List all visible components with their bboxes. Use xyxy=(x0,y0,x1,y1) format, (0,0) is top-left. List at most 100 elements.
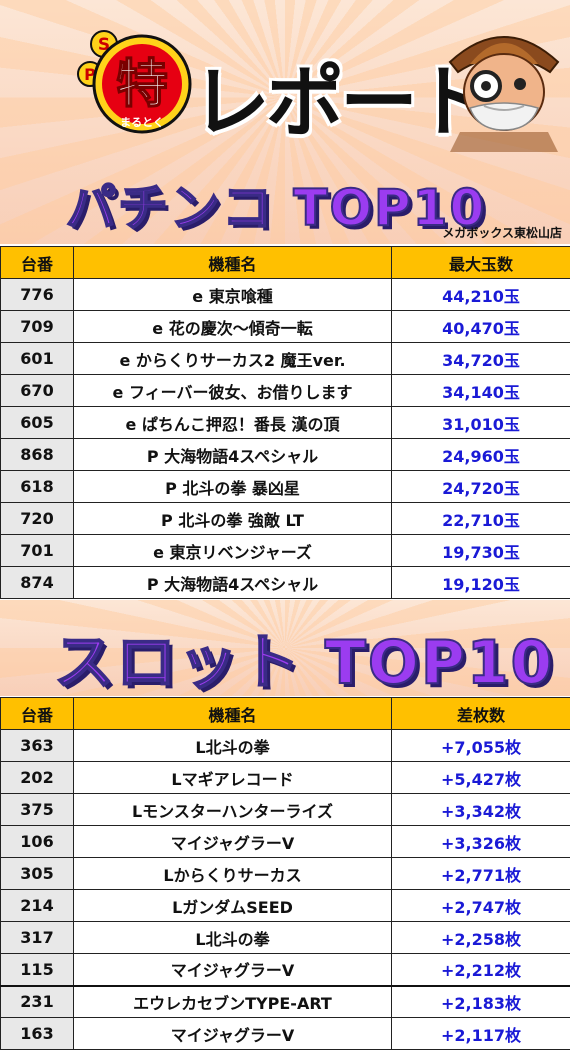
machine-number: 720 xyxy=(0,502,74,535)
machine-name: L北斗の拳 xyxy=(73,921,392,954)
machine-name: e からくりサーカス2 魔王ver. xyxy=(73,342,392,375)
result-value: +5,427枚 xyxy=(391,761,570,794)
result-value: +2,771枚 xyxy=(391,857,570,890)
result-value: +2,183枚 xyxy=(391,984,570,1018)
result-value: 40,470玉 xyxy=(391,310,570,343)
detective-mascot-icon xyxy=(448,36,560,152)
machine-number: 317 xyxy=(0,921,74,954)
header-machine-name: 機種名 xyxy=(73,697,392,730)
machine-number: 605 xyxy=(0,406,74,439)
header-machine-number: 台番 xyxy=(0,246,74,279)
result-value: 34,720玉 xyxy=(391,342,570,375)
machine-number: 231 xyxy=(0,984,74,1018)
machine-name: e フィーバー彼女、お借りします xyxy=(73,374,392,407)
machine-number: 202 xyxy=(0,761,74,794)
table-row: 375 Lモンスターハンターライズ +3,342枚 xyxy=(0,793,570,826)
machine-number: 163 xyxy=(0,1017,74,1050)
result-value: +3,342枚 xyxy=(391,793,570,826)
table-row: 868 P 大海物語4スペシャル 24,960玉 xyxy=(0,438,570,471)
table-row: 709 e 花の慶次～傾奇一転 40,470玉 xyxy=(0,310,570,343)
machine-name: P 北斗の拳 暴凶星 xyxy=(73,470,392,503)
slot-ranking-table: 台番 機種名 差枚数 363 L北斗の拳 +7,055枚 202 Lマギアレコード +5,… xyxy=(0,697,570,1050)
maru-toku-logo: S P 特 まるとく xyxy=(77,30,192,134)
result-value: 34,140玉 xyxy=(391,374,570,407)
badge-main: 特 xyxy=(116,55,168,115)
table-header-row: 台番 機種名 差枚数 xyxy=(0,697,570,730)
result-value: +2,117枚 xyxy=(391,1017,570,1050)
machine-number: 618 xyxy=(0,470,74,503)
machine-number: 701 xyxy=(0,534,74,567)
result-value: +2,747枚 xyxy=(391,889,570,922)
machine-name: Lからくりサーカス xyxy=(73,857,392,890)
machine-number: 670 xyxy=(0,374,74,407)
result-value: 24,720玉 xyxy=(391,470,570,503)
machine-name: e ぱちんこ押忍！番長 漢の頂 xyxy=(73,406,392,439)
table-row: 670 e フィーバー彼女、お借りします 34,140玉 xyxy=(0,374,570,407)
machine-name: L北斗の拳 xyxy=(73,729,392,762)
result-value: +2,258枚 xyxy=(391,921,570,954)
result-value: +3,326枚 xyxy=(391,825,570,858)
machine-name: LガンダムSEED xyxy=(73,889,392,922)
table-row: 214 LガンダムSEED +2,747枚 xyxy=(0,889,570,922)
table-row: 106 マイジャグラーV +3,326枚 xyxy=(0,825,570,858)
result-value: 31,010玉 xyxy=(391,406,570,439)
table-row: 701 e 東京リベンジャーズ 19,730玉 xyxy=(0,534,570,567)
table-row: 363 L北斗の拳 +7,055枚 xyxy=(0,729,570,762)
slot-section-title: スロット TOP10 xyxy=(53,627,555,696)
machine-name: マイジャグラーV xyxy=(73,953,392,986)
result-value: +2,212枚 xyxy=(391,953,570,986)
table-row: 202 Lマギアレコード +5,427枚 xyxy=(0,761,570,794)
table-row: 776 e 東京喰種 44,210玉 xyxy=(0,278,570,311)
machine-name: マイジャグラーV xyxy=(73,825,392,858)
table-row: 618 P 北斗の拳 暴凶星 24,720玉 xyxy=(0,470,570,503)
header-banner: S P 特 まるとく レポート パチンコ TOP10 メガボックス東松山店 xyxy=(0,0,570,244)
result-value: 22,710玉 xyxy=(391,502,570,535)
machine-number: 601 xyxy=(0,342,74,375)
table-row: 874 P 大海物語4スペシャル 19,120玉 xyxy=(0,566,570,599)
header-machine-number: 台番 xyxy=(0,697,74,730)
machine-number: 375 xyxy=(0,793,74,826)
header-machine-name: 機種名 xyxy=(73,246,392,279)
badge-sub: まるとく xyxy=(120,116,164,129)
machine-number: 776 xyxy=(0,278,74,311)
machine-name: P 大海物語4スペシャル xyxy=(73,438,392,471)
table-row: 231 エウレカセブンTYPE-ART +2,183枚 xyxy=(0,984,570,1018)
table-row: 605 e ぱちんこ押忍！番長 漢の頂 31,010玉 xyxy=(0,406,570,439)
result-value: 19,730玉 xyxy=(391,534,570,567)
table-row: 720 P 北斗の拳 強敵 LT 22,710玉 xyxy=(0,502,570,535)
table-row: 317 L北斗の拳 +2,258枚 xyxy=(0,921,570,954)
pachinko-section-title: パチンコ TOP10 xyxy=(65,178,487,238)
header-coin-diff: 差枚数 xyxy=(391,697,570,730)
table-row: 601 e からくりサーカス2 魔王ver. 34,720玉 xyxy=(0,342,570,375)
machine-name: Lモンスターハンターライズ xyxy=(73,793,392,826)
pachinko-ranking-table: 台番 機種名 最大玉数 776 e 東京喰種 44,210玉 709 e 花の慶次～傾奇… xyxy=(0,246,570,599)
machine-name: Lマギアレコード xyxy=(73,761,392,794)
machine-name: マイジャグラーV xyxy=(73,1017,392,1050)
machine-name: P 北斗の拳 強敵 LT xyxy=(73,502,392,535)
store-name: メガボックス東松山店 xyxy=(442,226,562,240)
machine-number: 363 xyxy=(0,729,74,762)
result-value: 19,120玉 xyxy=(391,566,570,599)
result-value: 44,210玉 xyxy=(391,278,570,311)
machine-number: 115 xyxy=(0,953,74,986)
result-value: 24,960玉 xyxy=(391,438,570,471)
machine-name: e 東京喰種 xyxy=(73,278,392,311)
machine-number: 305 xyxy=(0,857,74,890)
machine-number: 214 xyxy=(0,889,74,922)
report-title: レポート xyxy=(192,58,492,148)
machine-name: e 東京リベンジャーズ xyxy=(73,534,392,567)
machine-name: P 大海物語4スペシャル xyxy=(73,566,392,599)
header-max-balls: 最大玉数 xyxy=(391,246,570,279)
result-value: +7,055枚 xyxy=(391,729,570,762)
table-row: 115 マイジャグラーV +2,212枚 xyxy=(0,953,570,986)
table-row: 305 Lからくりサーカス +2,771枚 xyxy=(0,857,570,890)
machine-number: 709 xyxy=(0,310,74,343)
slot-banner: スロット TOP10 xyxy=(0,600,570,696)
machine-name: e 花の慶次～傾奇一転 xyxy=(73,310,392,343)
machine-name: エウレカセブンTYPE-ART xyxy=(73,984,392,1018)
machine-number: 874 xyxy=(0,566,74,599)
machine-number: 868 xyxy=(0,438,74,471)
table-row: 163 マイジャグラーV +2,117枚 xyxy=(0,1017,570,1050)
table-header-row: 台番 機種名 最大玉数 xyxy=(0,246,570,279)
machine-number: 106 xyxy=(0,825,74,858)
